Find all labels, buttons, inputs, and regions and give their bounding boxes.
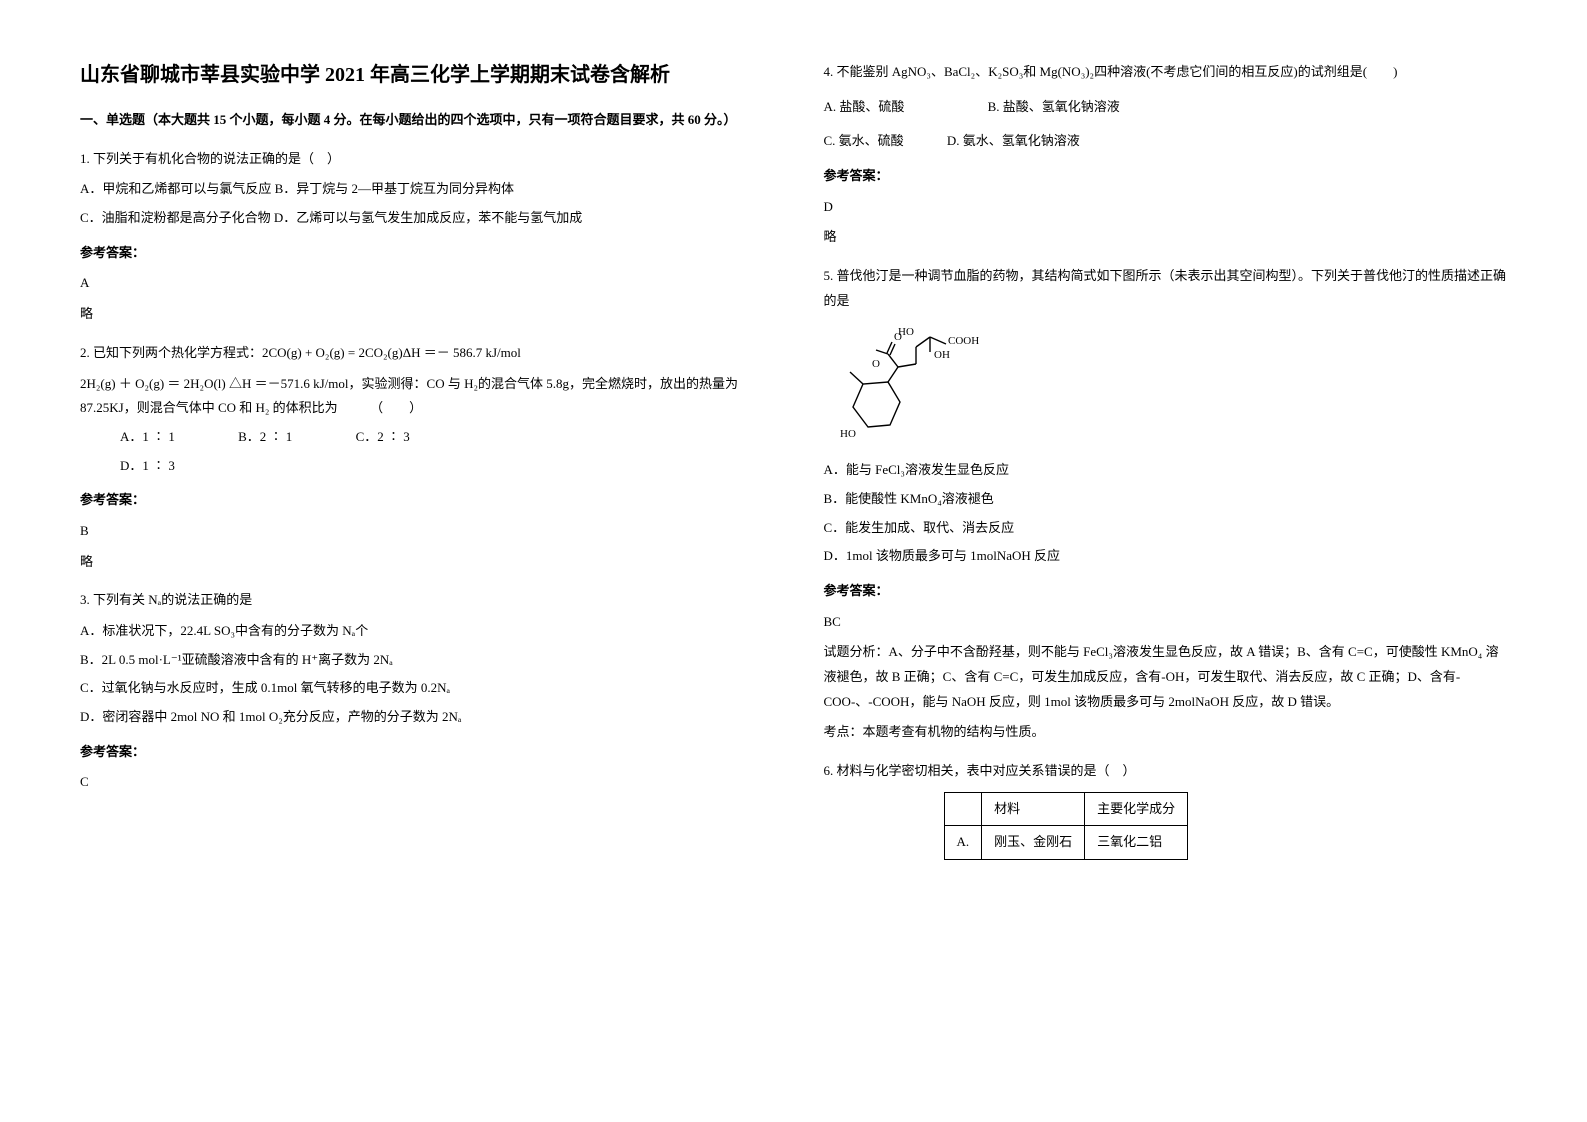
table-rowA-col2: 三氧化二铝: [1085, 826, 1188, 860]
q2-ans-label: 参考答案：: [80, 488, 764, 513]
svg-text:COOH: COOH: [948, 335, 979, 347]
q5-point: 考点：本题考查有机物的结构与性质。: [824, 720, 1508, 745]
q2-opt-b: B．2 ∶ 1: [238, 429, 292, 444]
q4-opt-a: A. 盐酸、硫酸: [824, 99, 905, 114]
q4-opt-c: C. 氨水、硫酸: [824, 133, 904, 148]
right-column: 4. 不能鉴别 AgNO₃、BaCl₂、K₂SO₃和 Mg(NO₃)₂四种溶液(…: [824, 60, 1508, 860]
q5-opt-a: A．能与 FeCl₃溶液发生显色反应: [824, 458, 1508, 483]
table-col2-head: 主要化学成分: [1085, 792, 1188, 826]
q4-ans: D: [824, 195, 1508, 220]
q3-opt-b: B．2L 0.5 mol·L⁻¹亚硫酸溶液中含有的 H⁺离子数为 2Nₐ: [80, 648, 764, 673]
q5-ans-label: 参考答案：: [824, 579, 1508, 604]
table-col1-head: 材料: [982, 792, 1085, 826]
svg-text:OH: OH: [934, 349, 950, 361]
q3-opt-c: C．过氧化钠与水反应时，生成 0.1mol 氧气转移的电子数为 0.2Nₐ: [80, 676, 764, 701]
q3-ans-label: 参考答案：: [80, 740, 764, 765]
q4-stem: 4. 不能鉴别 AgNO₃、BaCl₂、K₂SO₃和 Mg(NO₃)₂四种溶液(…: [824, 60, 1508, 85]
svg-text:O: O: [872, 358, 880, 370]
q1-row-ab: A．甲烷和乙烯都可以与氯气反应 B．异丁烷与 2—甲基丁烷互为同分异构体: [80, 177, 764, 202]
svg-text:HO: HO: [840, 428, 856, 440]
q6-table: 材料 主要化学成分 A. 刚玉、金刚石 三氧化二铝: [944, 792, 1189, 860]
q1-stem: 1. 下列关于有机化合物的说法正确的是（ ）: [80, 147, 764, 172]
q5-analysis: 试题分析：A、分子中不含酚羟基，则不能与 FeCl₃溶液发生显色反应，故 A 错…: [824, 640, 1508, 714]
q2-opt-c: C．2 ∶ 3: [356, 429, 410, 444]
q1-opt-b: B．异丁烷与 2—甲基丁烷互为同分异构体: [275, 181, 514, 196]
q2-opt-a: A．1 ∶ 1: [120, 429, 175, 444]
q2-opts-row2: D．1 ∶ 3: [120, 454, 764, 479]
q4-note: 略: [824, 225, 1508, 250]
q5-opt-c: C．能发生加成、取代、消去反应: [824, 516, 1508, 541]
svg-text:O: O: [894, 331, 902, 343]
q4-ans-label: 参考答案：: [824, 164, 1508, 189]
q1-opt-c: C．油脂和淀粉都是高分子化合物: [80, 210, 271, 225]
q4-row-ab: A. 盐酸、硫酸 B. 盐酸、氢氧化钠溶液: [824, 95, 1508, 120]
q3-stem: 3. 下列有关 Nₐ的说法正确的是: [80, 588, 764, 613]
table-rowA-label: A.: [944, 826, 982, 860]
q3-ans: C: [80, 770, 764, 795]
table-row-a: A. 刚玉、金刚石 三氧化二铝: [944, 826, 1188, 860]
table-rowA-col1: 刚玉、金刚石: [982, 826, 1085, 860]
q1-opt-a: A．甲烷和乙烯都可以与氯气反应: [80, 181, 271, 196]
q1-ans: A: [80, 271, 764, 296]
paper-title: 山东省聊城市莘县实验中学 2021 年高三化学上学期期末试卷含解析: [80, 60, 764, 90]
q5-ans: BC: [824, 610, 1508, 635]
q1-opt-d: D．乙烯可以与氢气发生加成反应，苯不能与氢气加成: [274, 210, 582, 225]
q2-note: 略: [80, 550, 764, 575]
q2-stem2: 2H₂(g) ＋ O₂(g) ＝ 2H₂O(l) △H ＝－571.6 kJ/m…: [80, 372, 764, 421]
section-one-head: 一、单选题（本大题共 15 个小题，每小题 4 分。在每小题给出的四个选项中，只…: [80, 108, 764, 133]
q3-opt-d: D．密闭容器中 2mol NO 和 1mol O₂充分反应，产物的分子数为 2N…: [80, 705, 764, 730]
q5-structure: HO COOH OH O O HO: [838, 322, 1508, 451]
table-header-row: 材料 主要化学成分: [944, 792, 1188, 826]
q5-opt-d: D．1mol 该物质最多可与 1molNaOH 反应: [824, 544, 1508, 569]
q1-ans-label: 参考答案：: [80, 241, 764, 266]
q4-row-cd: C. 氨水、硫酸 D. 氨水、氢氧化钠溶液: [824, 129, 1508, 154]
q3-opt-a: A．标准状况下，22.4L SO₃中含有的分子数为 Nₐ个: [80, 619, 764, 644]
q4-opt-b: B. 盐酸、氢氧化钠溶液: [988, 99, 1120, 114]
q6-stem: 6. 材料与化学密切相关，表中对应关系错误的是（ ）: [824, 759, 1508, 784]
q2-opts-row1: A．1 ∶ 1 B．2 ∶ 1 C．2 ∶ 3: [120, 425, 764, 450]
q4-opt-d: D. 氨水、氢氧化钠溶液: [947, 133, 1080, 148]
q1-note: 略: [80, 302, 764, 327]
molecule-icon: HO COOH OH O O HO: [838, 322, 988, 442]
q2-ans: B: [80, 519, 764, 544]
left-column: 山东省聊城市莘县实验中学 2021 年高三化学上学期期末试卷含解析 一、单选题（…: [80, 60, 764, 860]
q2-opt-d: D．1 ∶ 3: [120, 458, 175, 473]
q2-stem1: 2. 已知下列两个热化学方程式：2CO(g) + O₂(g) = 2CO₂(g)…: [80, 341, 764, 366]
table-corner-cell: [944, 792, 982, 826]
q5-opt-b: B．能使酸性 KMnO₄溶液褪色: [824, 487, 1508, 512]
q5-stem: 5. 普伐他汀是一种调节血脂的药物，其结构简式如下图所示（未表示出其空间构型）。…: [824, 264, 1508, 313]
q1-row-cd: C．油脂和淀粉都是高分子化合物 D．乙烯可以与氢气发生加成反应，苯不能与氢气加成: [80, 206, 764, 231]
